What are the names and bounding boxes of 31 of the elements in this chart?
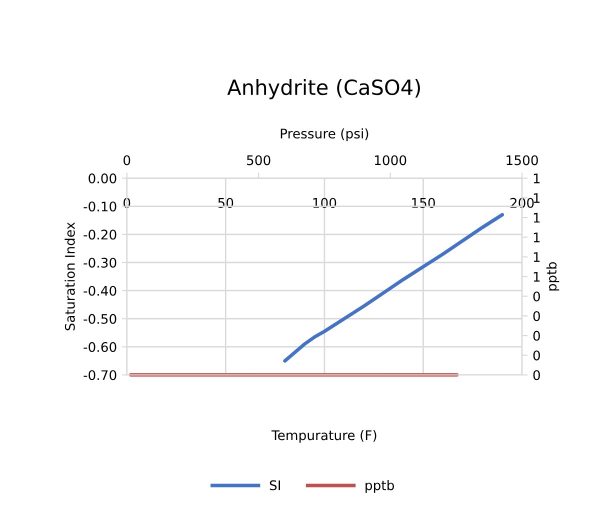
y2-tick-label: 1 bbox=[534, 174, 540, 184]
y2-tick-label: 1 bbox=[534, 252, 540, 262]
legend-label: pptb bbox=[366, 480, 394, 493]
y-tick-label: -0.50 bbox=[84, 314, 116, 324]
x-axis-title: Tempurature (F) bbox=[271, 430, 376, 443]
y2-axis-title: pptb bbox=[546, 262, 560, 291]
y-tick-label: 0.00 bbox=[88, 173, 116, 184]
y2-tick-label: 0 bbox=[533, 291, 540, 302]
y-tick-label: -0.60 bbox=[84, 342, 116, 352]
y-tick-label: -0.10 bbox=[84, 202, 116, 212]
y-tick-label: -0.70 bbox=[84, 370, 116, 380]
y2-tick-label: 1 bbox=[534, 193, 540, 203]
y2-tick-label: 0 bbox=[533, 330, 540, 341]
y2-tick-label: 1 bbox=[534, 232, 540, 242]
x2-tick-label: 1000 bbox=[374, 155, 406, 166]
y-axis-title: Saturation Index bbox=[64, 222, 75, 330]
y2-tick-label: 1 bbox=[534, 212, 540, 223]
x2-tick-label: 1500 bbox=[506, 155, 538, 166]
x2-axis-title: Pressure (psi) bbox=[280, 128, 368, 142]
legend-label: SI bbox=[270, 480, 280, 490]
y-tick-label: -0.30 bbox=[84, 258, 116, 268]
x2-tick-label: 0 bbox=[124, 155, 130, 166]
y2-tick-label: 1 bbox=[534, 272, 540, 282]
y-tick-label: -0.20 bbox=[84, 230, 116, 240]
y-tick-label: -0.40 bbox=[84, 286, 116, 296]
y2-tick-label: 0 bbox=[533, 350, 540, 360]
chart-title: Anhydrite (CaSO4) bbox=[227, 79, 420, 100]
y2-tick-label: 0 bbox=[533, 370, 540, 380]
x2-tick-label: 500 bbox=[247, 155, 270, 166]
line-series bbox=[283, 212, 504, 363]
y2-tick-label: 0 bbox=[533, 311, 540, 322]
